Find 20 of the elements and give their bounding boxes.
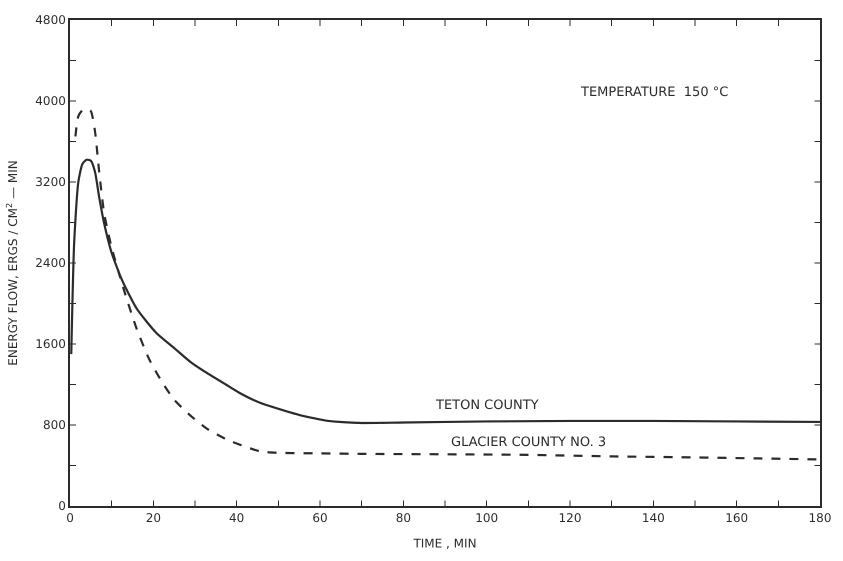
x-tick-label: 80: [396, 511, 411, 526]
y-tick-label: 2400: [35, 256, 66, 270]
x-tick-label: 40: [229, 511, 244, 526]
series-label: GLACIER COUNTY NO. 3: [451, 435, 606, 450]
y-tick-label: 3200: [35, 175, 66, 190]
x-tick-label: 20: [146, 511, 161, 526]
x-tick-label: 60: [312, 511, 328, 526]
x-tick-label: 180: [808, 511, 832, 526]
series-label: TETON COUNTY: [435, 398, 539, 413]
y-tick-label: 4000: [35, 94, 66, 108]
x-tick-label: 140: [642, 511, 665, 526]
y-tick-label: 4800: [35, 13, 66, 28]
x-tick-label: 100: [475, 511, 498, 526]
y-tick-label: 0: [58, 499, 66, 514]
x-tick-label: 160: [725, 511, 748, 526]
y-tick-label: 800: [42, 418, 66, 432]
y-tick-label: 1600: [35, 337, 66, 352]
annotation: TEMPERATURE 150 °C: [580, 85, 728, 100]
x-tick-label: 120: [558, 511, 582, 526]
x-axis-title: TIME , MIN: [412, 536, 477, 551]
